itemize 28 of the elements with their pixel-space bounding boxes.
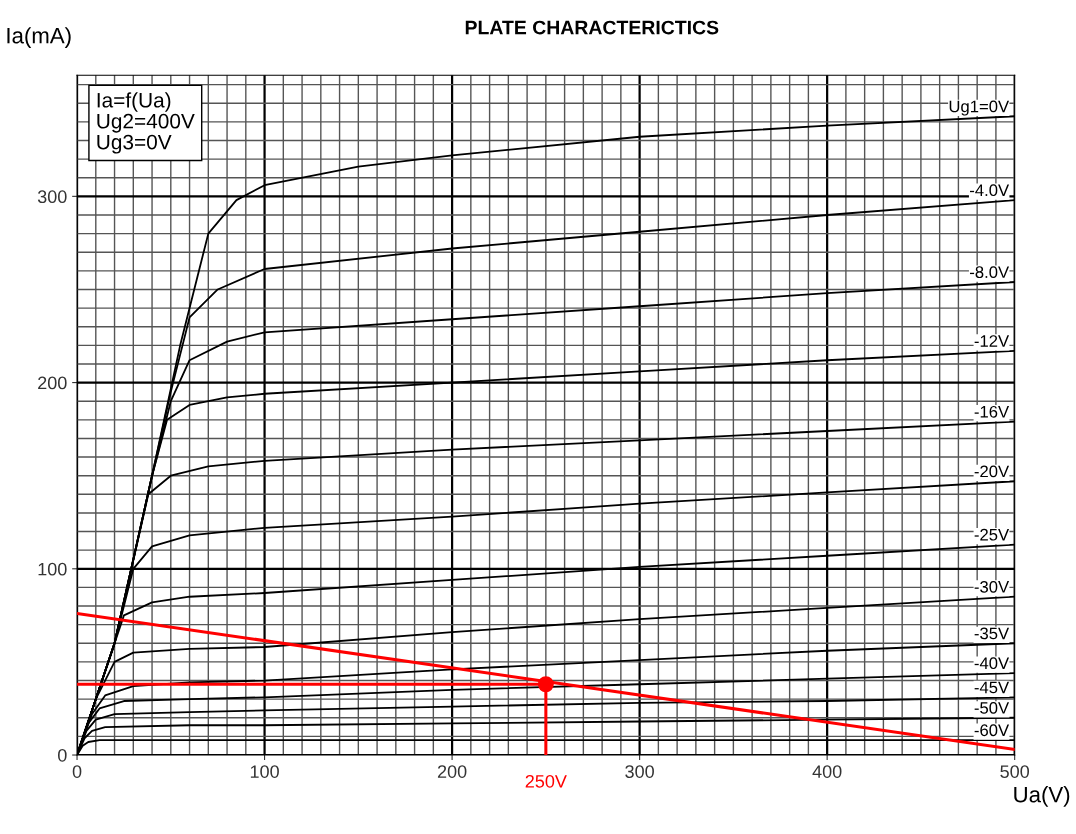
series-label: -12V	[974, 335, 1010, 347]
y-axis-title: Ia(mA)	[7, 27, 71, 48]
series-label: -30V	[974, 580, 1010, 593]
series-label: -8.0V	[970, 266, 1010, 279]
x-tick-label: 200	[437, 765, 467, 778]
series-label: -40V	[974, 657, 1010, 670]
series-label: Ug1=0V	[949, 100, 1010, 116]
annotation: 250V	[525, 774, 567, 788]
series-label: -50V	[974, 701, 1010, 714]
y-tick-label: 200	[38, 376, 67, 390]
annotation: Ia=f(Ua) Ug2=400V Ug3=0V	[97, 92, 195, 154]
x-tick-label: 300	[625, 765, 654, 778]
y-tick-label: 100	[38, 562, 67, 576]
x-tick-label: 400	[812, 765, 842, 778]
series-label: -35V	[974, 627, 1010, 640]
x-tick-label: 0	[72, 765, 82, 778]
series-label: -25V	[974, 528, 1010, 541]
series-label: -16V	[974, 405, 1010, 418]
series-label: -45V	[974, 681, 1010, 694]
series-label: -60V	[974, 724, 1010, 737]
series-label: -4.0V	[970, 184, 1010, 197]
y-tick-label: 300	[37, 190, 67, 204]
chart-title: PLATE CHARACTERICTICS	[465, 20, 719, 35]
y-tick-label: 0	[57, 748, 67, 762]
x-tick-label: 100	[250, 765, 279, 778]
x-tick-label: 500	[1000, 765, 1030, 778]
series-label: -20V	[974, 465, 1010, 478]
x-axis-title: Ua(V)	[1014, 786, 1070, 807]
